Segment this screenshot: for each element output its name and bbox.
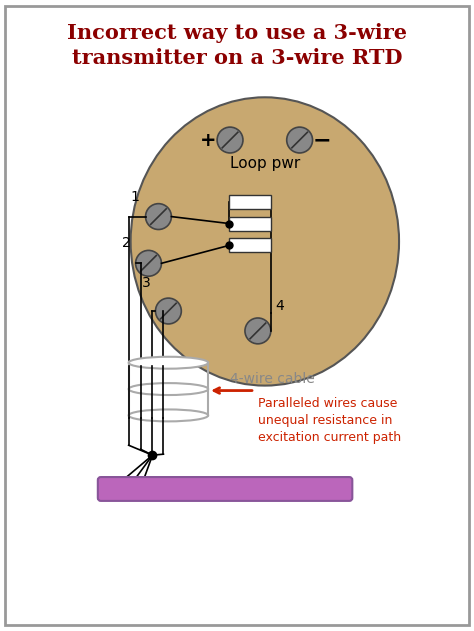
Circle shape xyxy=(136,251,162,276)
Text: 4: 4 xyxy=(275,299,284,313)
Text: Paralleled wires cause
unequal resistance in
excitation current path: Paralleled wires cause unequal resistanc… xyxy=(258,396,401,444)
Circle shape xyxy=(287,127,312,153)
Text: +: + xyxy=(200,131,217,150)
FancyBboxPatch shape xyxy=(5,6,469,625)
FancyBboxPatch shape xyxy=(98,477,352,501)
Text: 4-wire cable: 4-wire cable xyxy=(230,372,315,386)
Circle shape xyxy=(155,298,182,324)
Circle shape xyxy=(217,127,243,153)
Ellipse shape xyxy=(128,383,208,395)
Ellipse shape xyxy=(128,410,208,422)
Text: transmitter on a 3-wire RTD: transmitter on a 3-wire RTD xyxy=(72,47,402,68)
Text: −: − xyxy=(312,130,331,150)
Text: Incorrect way to use a 3-wire: Incorrect way to use a 3-wire xyxy=(67,23,407,43)
FancyBboxPatch shape xyxy=(229,216,271,230)
FancyBboxPatch shape xyxy=(229,195,271,209)
Text: 3: 3 xyxy=(142,276,151,290)
Text: 2: 2 xyxy=(122,237,131,251)
Ellipse shape xyxy=(128,357,208,369)
FancyBboxPatch shape xyxy=(229,239,271,252)
Circle shape xyxy=(146,204,172,230)
Text: Loop pwr: Loop pwr xyxy=(230,156,300,172)
Circle shape xyxy=(245,318,271,344)
Ellipse shape xyxy=(131,97,399,386)
Text: 1: 1 xyxy=(130,190,139,204)
